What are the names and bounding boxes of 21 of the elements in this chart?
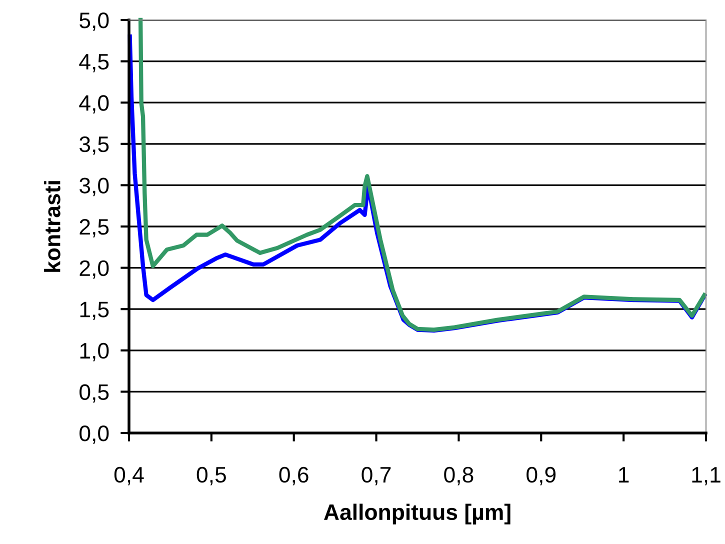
x-tick-label: 0,7 [362, 466, 391, 486]
x-tick-label: 0,4 [114, 466, 144, 486]
y-tick-label: 1,5 [80, 302, 109, 320]
x-tick-label: 0,8 [444, 466, 474, 486]
y-tick-label: 5,0 [80, 12, 109, 31]
x-tick-label: 0,6 [279, 466, 308, 486]
x-tick-label: 1 [619, 467, 629, 482]
y-tick-label: 0,0 [80, 426, 109, 444]
x-tick-label: 1,1 [692, 467, 720, 486]
x-tick-label: 0,9 [526, 466, 556, 486]
y-tick-label: 0,5 [80, 384, 109, 403]
y-tick-label: 1,0 [80, 342, 109, 362]
y-tick-label: 4,5 [79, 54, 109, 72]
y-tick-label: 4,0 [79, 95, 109, 114]
x-axis-title: Aallonpituus [µm] [324, 504, 510, 524]
y-axis-title: kontrasti [44, 181, 60, 272]
y-tick-label: 3,0 [80, 178, 109, 196]
x-tick-label: 0,5 [196, 466, 226, 486]
y-tick-label: 2,5 [80, 219, 109, 238]
y-tick-label: 2,0 [80, 260, 109, 279]
y-tick-label: 3,5 [80, 136, 109, 155]
